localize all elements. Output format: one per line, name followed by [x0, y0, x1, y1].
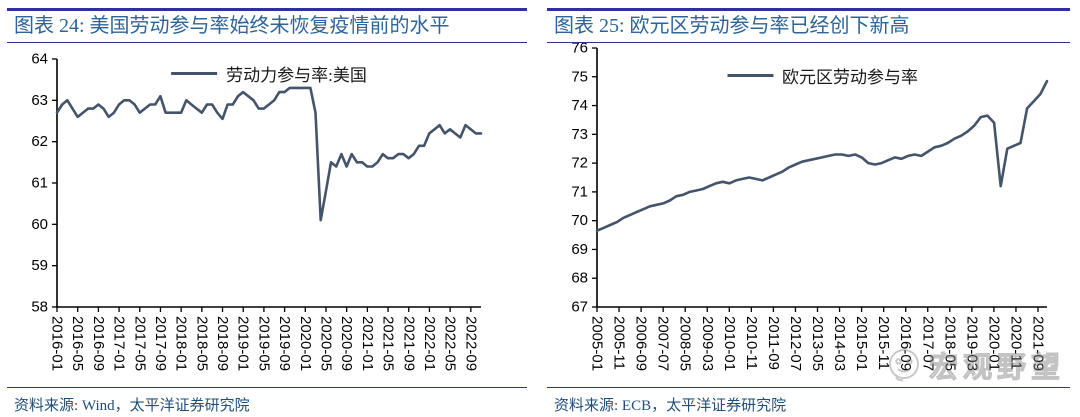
- chart-panel-eurozone: 图表 25: 欧元区劳动参与率已经创下新高 67 68 69 70 71 72 73 74 75…: [547, 8, 1070, 417]
- x-tick-label: 2019-05: [255, 316, 272, 371]
- x-tick-label: 2017-01: [111, 316, 128, 371]
- x-tick-label: 2016-05: [69, 316, 86, 371]
- x-tick-label: 2018-05: [193, 316, 210, 371]
- eurozone-chart-plot: 67 68 69 70 71 72 73 74 75 76 2005-01 2005-11 2006-0…: [571, 43, 1049, 371]
- x-tick-label: 2022-05: [442, 316, 459, 371]
- x-tick-label: 2008-05: [677, 316, 694, 371]
- series-line: [595, 79, 1049, 232]
- x-tick-label: 2017-09: [152, 316, 169, 371]
- y-tick-label: 60: [31, 216, 48, 233]
- x-tick-label: 2019-09: [276, 316, 293, 371]
- x-tick-label: 2022-01: [421, 316, 438, 371]
- x-tick-label: 2012-07: [787, 316, 804, 371]
- x-tick-label: 2022-09: [462, 316, 479, 371]
- y-tick-label: 58: [31, 299, 48, 316]
- x-tick-label: 2016-01: [49, 316, 66, 371]
- x-tick-label: 2017-05: [131, 316, 148, 371]
- x-tick-label: 2020-01: [985, 316, 1002, 371]
- x-tick-label: 2005-01: [589, 316, 606, 371]
- legend-label: 欧元区劳动参与率: [782, 68, 918, 87]
- y-tick-label: 68: [571, 270, 588, 287]
- x-tick-label: 2018-01: [173, 316, 190, 371]
- us-legend: 劳动力参与率:美国: [171, 61, 367, 86]
- x-tick-label: 2020-09: [338, 316, 355, 371]
- x-tick-label: 2021-09: [1030, 316, 1047, 371]
- y-tick-label: 61: [31, 175, 48, 192]
- y-tick-label: 73: [571, 126, 588, 143]
- eurozone-chart-title: 图表 25: 欧元区劳动参与率已经创下新高: [547, 8, 1070, 43]
- x-tick-label: 2010-11: [743, 316, 760, 370]
- y-tick-label: 72: [571, 155, 588, 172]
- x-tick-label: 2019-03: [963, 316, 980, 371]
- x-tick-label: 2015-01: [853, 316, 870, 371]
- x-tick-label: 2016-09: [897, 316, 914, 371]
- axes: [56, 59, 481, 308]
- x-tick-label: 2017-07: [919, 316, 936, 371]
- y-tick-label: 63: [31, 92, 48, 109]
- legend-line-swatch: [727, 74, 773, 77]
- x-tick-label: 2014-03: [831, 316, 848, 371]
- legend-line-swatch: [171, 72, 218, 75]
- y-tick-label: 67: [571, 299, 588, 316]
- y-tick-label: 62: [31, 133, 48, 150]
- y-tick-label: 59: [31, 257, 48, 274]
- x-tick-label: 2016-09: [90, 316, 107, 371]
- x-tick-label: 2021-05: [380, 316, 397, 371]
- legend-label: 劳动力参与率:美国: [226, 66, 367, 85]
- x-tick-label: 2011-09: [765, 316, 782, 370]
- x-tick-label: 2005-11: [611, 316, 628, 370]
- eurozone-source-note: 资料来源: ECB，太平洋证券研究院: [547, 387, 1070, 417]
- x-tick-label: 2018-09: [214, 316, 231, 371]
- y-tick-label: 75: [571, 68, 588, 85]
- y-tick-label: 71: [571, 183, 588, 200]
- y-tick-label: 76: [571, 43, 588, 57]
- us-chart-title: 图表 24: 美国劳动参与率始终未恢复疫情前的水平: [7, 8, 527, 43]
- y-tick-label: 74: [571, 97, 588, 114]
- x-tick-label: 2006-09: [633, 316, 650, 371]
- eurozone-legend: 欧元区劳动参与率: [727, 63, 918, 88]
- y-tick-label: 69: [571, 241, 588, 258]
- x-tick-label: 2021-01: [359, 316, 376, 371]
- x-tick-label: 2007-07: [655, 316, 672, 371]
- y-tick-label: 64: [31, 51, 48, 68]
- eurozone-chart: 67 68 69 70 71 72 73 74 75 76 2005-01 2005-11 2006-0…: [547, 43, 1070, 387]
- x-tick-label: 2015-11: [875, 316, 892, 370]
- x-tick-label: 2020-01: [297, 316, 314, 371]
- x-tick-label: 2010-01: [721, 316, 738, 371]
- us-chart: 58 59 60 61 62 63 64 2016-01 2016-05 2016-09 2017-…: [7, 43, 527, 387]
- chart-panel-us: 图表 24: 美国劳动参与率始终未恢复疫情前的水平 58 59 60 61 62 63 64…: [7, 8, 527, 417]
- x-tick-label: 2018-05: [941, 316, 958, 371]
- x-tick-label: 2021-09: [400, 316, 417, 371]
- y-tick-label: 70: [571, 212, 588, 229]
- x-tick-label: 2013-05: [809, 316, 826, 371]
- x-tick-label: 2020-11: [1007, 316, 1024, 370]
- x-tick-label: 2009-03: [699, 316, 716, 371]
- x-tick-label: 2020-05: [317, 316, 334, 371]
- x-tick-label: 2019-01: [235, 316, 252, 371]
- us-source-note: 资料来源: Wind，太平洋证券研究院: [7, 387, 527, 417]
- series-line: [55, 86, 483, 222]
